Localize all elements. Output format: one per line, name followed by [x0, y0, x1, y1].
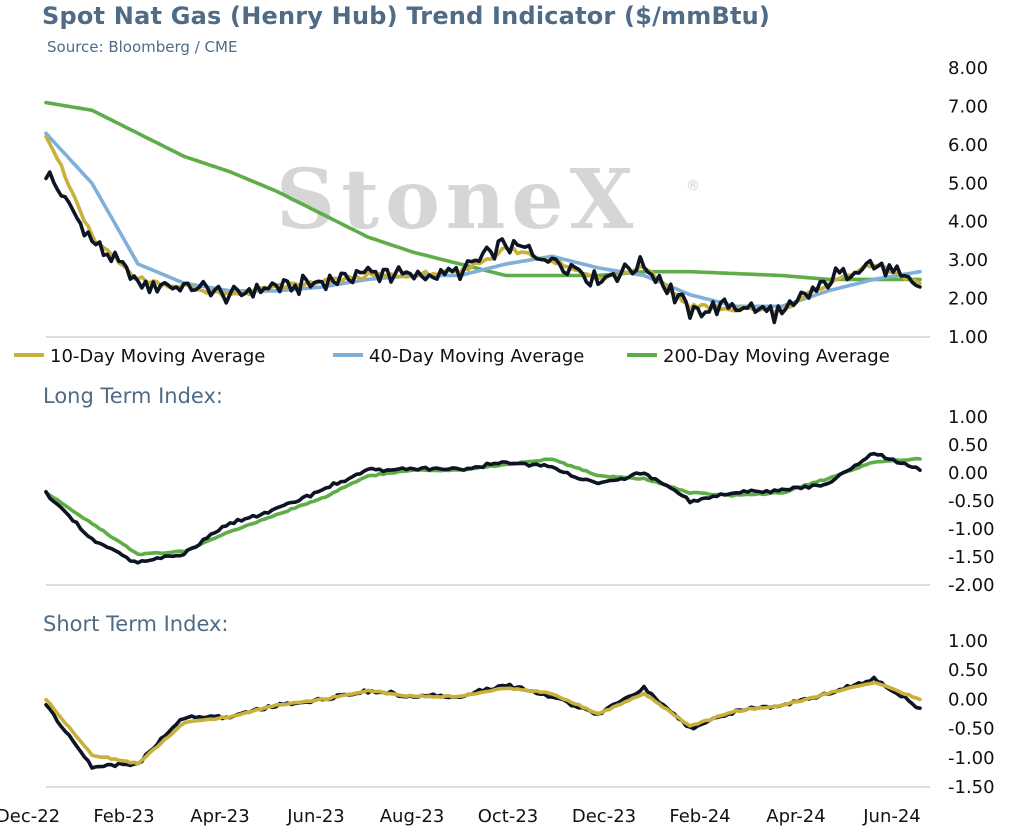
y-tick-label: 1.00 — [948, 327, 988, 348]
y-tick-label: -1.50 — [948, 777, 995, 798]
long-term-index-panel: 1.00 0.50 0.00 -0.50 -1.00 -1.50 -2.00 Long Ter… — [43, 384, 995, 596]
chart-title: Spot Nat Gas (Henry Hub) Trend Indicator… — [42, 2, 771, 30]
y-tick-label: 8.00 — [948, 58, 988, 79]
legend-label: 10-Day Moving Average — [50, 346, 265, 367]
y-tick-label: -1.00 — [948, 519, 995, 540]
x-tick-label: Apr-24 — [766, 806, 825, 827]
panel-title: Long Term Index: — [43, 384, 223, 408]
legend-label: 200-Day Moving Average — [663, 346, 890, 367]
y-tick-label: -2.00 — [948, 575, 995, 596]
short-term-index-panel: 1.00 0.50 0.00 -0.50 -1.00 -1.50 Short Term In… — [43, 612, 995, 798]
y-tick-label: -0.50 — [948, 491, 995, 512]
series-line-40-day-moving-average — [44, 131, 922, 309]
series-line-signal — [44, 456, 922, 557]
y-tick-label: 7.00 — [948, 96, 988, 117]
watermark-registered-mark: ® — [686, 178, 700, 194]
x-tick-label: Jun-23 — [286, 806, 345, 827]
y-tick-label: 0.00 — [948, 463, 988, 484]
x-tick-label: Oct-23 — [478, 806, 539, 827]
price-panel: 8.00 7.00 6.00 5.00 4.00 3.00 2.00 1.00 — [44, 58, 988, 348]
x-tick-label: Feb-24 — [669, 806, 730, 827]
x-axis: Dec-22 Feb-23 Apr-23 Jun-23 Aug-23 Oct-23 Dec-… — [0, 806, 921, 827]
x-tick-label: Dec-22 — [0, 806, 60, 827]
chart-source: Source: Bloomberg / CME — [47, 38, 238, 56]
stonex-watermark: StoneX ® — [276, 152, 700, 248]
x-tick-label: Jun-24 — [862, 806, 921, 827]
y-tick-label: 2.00 — [948, 289, 988, 310]
x-tick-label: Feb-23 — [93, 806, 154, 827]
y-tick-label: 6.00 — [948, 135, 988, 156]
y-tick-label: 4.00 — [948, 212, 988, 233]
y-tick-label: 0.00 — [948, 689, 988, 710]
y-tick-label: -1.00 — [948, 748, 995, 769]
panel-title: Short Term Index: — [43, 612, 229, 636]
y-tick-label: 3.00 — [948, 250, 988, 271]
y-tick-label: -1.50 — [948, 547, 995, 568]
x-tick-label: Apr-23 — [190, 806, 249, 827]
y-tick-label: 0.50 — [948, 660, 988, 681]
y-tick-label: 1.00 — [948, 631, 988, 652]
chart-legend: 10-Day Moving Average 40-Day Moving Avera… — [14, 346, 890, 367]
x-tick-label: Aug-23 — [380, 806, 445, 827]
y-tick-label: 0.50 — [948, 435, 988, 456]
y-tick-label: -0.50 — [948, 719, 995, 740]
series-line-spot — [44, 170, 922, 325]
y-tick-label: 1.00 — [948, 407, 988, 428]
series-line-index — [44, 451, 922, 565]
series-line-signal — [44, 680, 922, 766]
legend-label: 40-Day Moving Average — [369, 346, 584, 367]
y-tick-label: 5.00 — [948, 173, 988, 194]
watermark-text: StoneX — [276, 152, 639, 248]
x-tick-label: Dec-23 — [572, 806, 636, 827]
